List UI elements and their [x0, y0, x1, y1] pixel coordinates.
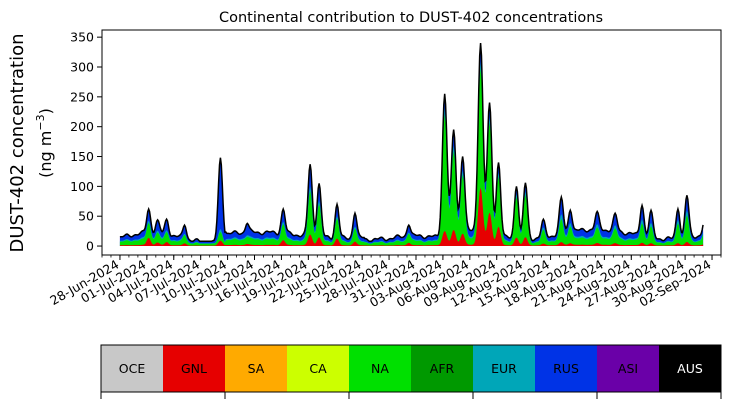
legend-swatch-asi [597, 345, 660, 392]
legend-label-na: NA [371, 361, 389, 376]
legend-swatch-rus [535, 345, 598, 392]
legend-label-rus: RUS [553, 361, 579, 376]
plot-frame [101, 29, 722, 256]
legend-label-gnl: GNL [181, 361, 207, 376]
y-tick-label: 0 [86, 239, 94, 254]
legend-swatch-oce [101, 345, 164, 392]
legend-label-aus: AUS [677, 361, 703, 376]
legend-swatch-sa [225, 345, 288, 392]
y-tick-label: 300 [70, 60, 94, 75]
legend-label-ca: CA [309, 361, 327, 376]
legend-swatch-ca [287, 345, 350, 392]
legend: OCE GNL SA CA NA AFR EUR RUS ASI AUS [100, 344, 722, 399]
legend-swatch-aus [659, 345, 722, 392]
x-axis: 28-Jun-202401-Jul-202404-Jul-202407-Jul-… [47, 255, 722, 310]
y-tick-label: 150 [70, 149, 94, 164]
legend-label-oce: OCE [119, 361, 146, 376]
y-axis-label-line1: DUST-402 concentration [7, 33, 28, 252]
y-tick-label: 200 [70, 119, 94, 134]
legend-frame [100, 344, 722, 393]
legend-swatch-afr [411, 345, 474, 392]
y-axis-label-line2: (ng m−3) [34, 108, 55, 178]
legend-label-eur: EUR [491, 361, 517, 376]
y-tick-label: 100 [70, 179, 94, 194]
legend-label-asi: ASI [618, 361, 638, 376]
y-axis: 0 50 100 150 200 250 300 350 [70, 30, 102, 254]
total-concentration-line [119, 43, 704, 243]
legend-label-afr: AFR [430, 361, 455, 376]
y-tick-label: 50 [78, 209, 94, 224]
legend-label-sa: SA [248, 361, 265, 376]
legend-swatch-gnl [163, 345, 226, 392]
legend-swatch-eur [473, 345, 536, 392]
plot-area [119, 43, 704, 247]
chart-title: Continental contribution to DUST-402 con… [219, 10, 603, 26]
legend-swatch-na [349, 345, 412, 392]
y-axis-label-superscript: −3 [34, 114, 47, 130]
y-tick-label: 350 [70, 30, 94, 45]
y-tick-label: 250 [70, 89, 94, 104]
